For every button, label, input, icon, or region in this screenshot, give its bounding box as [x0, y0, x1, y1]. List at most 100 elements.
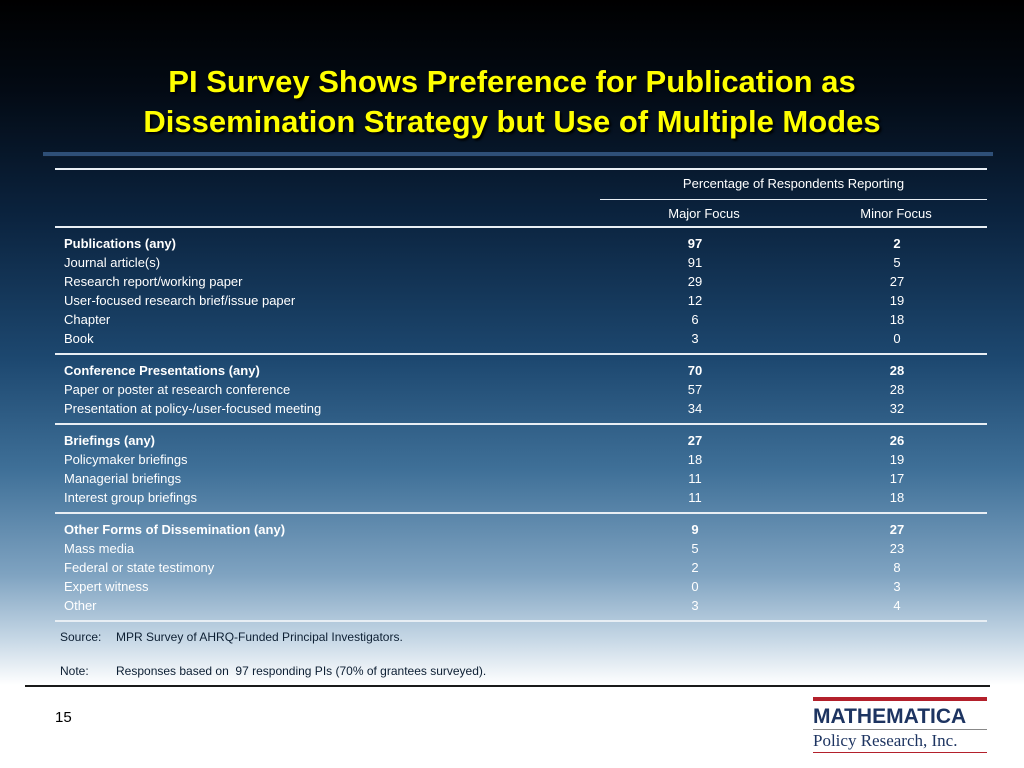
minor-focus-value: 19: [889, 293, 905, 308]
major-focus-value: 6: [691, 312, 699, 327]
minor-focus-value: 18: [889, 312, 905, 327]
table-row: Journal article(s) 91 5: [55, 254, 987, 273]
table-row: Book 3 0: [55, 330, 987, 349]
row-label: Policymaker briefings: [64, 452, 188, 467]
major-focus-value: 18: [687, 452, 703, 467]
table-row: Presentation at policy-/user-focused mee…: [55, 400, 987, 419]
major-focus-value: 27: [687, 433, 703, 448]
row-label: Interest group briefings: [64, 490, 197, 505]
results-table: Percentage of Respondents Reporting Majo…: [55, 168, 987, 622]
table-group-header-row: Conference Presentations (any) 70 28: [55, 362, 987, 381]
minor-focus-value: 2: [893, 236, 901, 251]
row-label: Expert witness: [64, 579, 149, 594]
source-tag: Source:: [60, 630, 102, 644]
table-row: Managerial briefings 11 17: [55, 470, 987, 489]
table-row: Research report/working paper 29 27: [55, 273, 987, 292]
minor-focus-value: 5: [893, 255, 901, 270]
major-focus-value: 12: [687, 293, 703, 308]
minor-focus-value: 17: [889, 471, 905, 486]
row-label: Publications (any): [64, 236, 176, 251]
major-focus-value: 9: [691, 522, 699, 537]
note-tag: Note:: [60, 664, 89, 678]
row-label: Other Forms of Dissemination (any): [64, 522, 286, 537]
major-focus-value: 97: [687, 236, 703, 251]
table-group: Publications (any) 97 2 Journal article(s) 9…: [55, 228, 987, 355]
minor-focus-value: 3: [893, 579, 901, 594]
title-line-2: Dissemination Strategy but Use of Multip…: [143, 104, 881, 139]
row-label: Chapter: [64, 312, 111, 327]
spanning-header: Percentage of Respondents Reporting: [682, 176, 905, 191]
major-focus-value: 2: [691, 560, 699, 575]
title-divider: [43, 152, 993, 157]
table-row: User-focused research brief/issue paper 1…: [55, 292, 987, 311]
table-row: Mass media 5 23: [55, 540, 987, 559]
logo-wordmark: MATHEMATICA: [813, 705, 967, 728]
row-label: Federal or state testimony: [64, 560, 215, 575]
row-label: Other: [64, 598, 97, 613]
row-label: Conference Presentations (any): [64, 363, 260, 378]
table-group: Other Forms of Dissemination (any) 9 27 Mas…: [55, 514, 987, 622]
major-focus-value: 91: [687, 255, 703, 270]
table-row: Paper or poster at research conference 57…: [55, 381, 987, 400]
minor-focus-value: 4: [893, 598, 901, 613]
slide-background: [0, 0, 1024, 685]
major-focus-value: 34: [687, 401, 703, 416]
footer-divider: [25, 685, 990, 687]
column-header-major: Major Focus: [668, 206, 740, 221]
minor-focus-value: 0: [893, 331, 901, 346]
minor-focus-value: 26: [889, 433, 905, 448]
note-text: Responses based on 97 responding PIs (70…: [116, 664, 487, 678]
mathematica-logo: MATHEMATICA Policy Research, Inc.: [813, 697, 988, 753]
row-label: Presentation at policy-/user-focused mee…: [64, 401, 322, 416]
table-body: Publications (any) 97 2 Journal article(s) 9…: [55, 228, 987, 622]
table-row: Policymaker briefings 18 19: [55, 451, 987, 470]
table-header-columns: Major Focus Minor Focus: [55, 200, 987, 228]
major-focus-value: 11: [688, 490, 702, 505]
major-focus-value: 70: [687, 363, 703, 378]
minor-focus-value: 27: [889, 522, 905, 537]
spanning-header-rule: [600, 199, 987, 200]
row-label: Book: [64, 331, 94, 346]
major-focus-value: 5: [691, 541, 699, 556]
table-row: Other 3 4: [55, 597, 987, 616]
table-row: Interest group briefings 11 18: [55, 489, 987, 508]
minor-focus-value: 28: [889, 382, 905, 397]
table-group-header-row: Briefings (any) 27 26: [55, 432, 987, 451]
row-label: Paper or poster at research conference: [64, 382, 291, 397]
footnote: Note: Responses based on 97 responding PI…: [60, 664, 486, 678]
source-note: Source: MPR Survey of AHRQ-Funded Princip…: [60, 630, 403, 644]
logo-mid-rule: [813, 729, 987, 730]
minor-focus-value: 18: [889, 490, 905, 505]
title-line-1: PI Survey Shows Preference for Publicati…: [168, 64, 856, 99]
logo-bottom-rule: [813, 752, 987, 753]
table-row: Chapter 6 18: [55, 311, 987, 330]
minor-focus-value: 28: [889, 363, 905, 378]
minor-focus-value: 27: [889, 274, 905, 289]
row-label: Journal article(s): [64, 255, 161, 270]
minor-focus-value: 23: [889, 541, 905, 556]
source-text: MPR Survey of AHRQ-Funded Principal Inve…: [116, 630, 403, 644]
row-label: Managerial briefings: [64, 471, 182, 486]
table-row: Federal or state testimony 2 8: [55, 559, 987, 578]
table-group: Conference Presentations (any) 70 28 Paper …: [55, 355, 987, 425]
logo-subtitle: Policy Research, Inc.: [813, 731, 958, 750]
row-label: User-focused research brief/issue paper: [64, 293, 296, 308]
table-row: Expert witness 0 3: [55, 578, 987, 597]
logo-top-bar: [813, 697, 987, 701]
major-focus-value: 11: [688, 471, 702, 486]
row-label: Mass media: [64, 541, 135, 556]
major-focus-value: 3: [691, 598, 699, 613]
major-focus-value: 57: [687, 382, 703, 397]
page-number: 15: [55, 709, 72, 726]
row-label: Research report/working paper: [64, 274, 243, 289]
minor-focus-value: 32: [889, 401, 905, 416]
row-label: Briefings (any): [64, 433, 156, 448]
table-group-header-row: Publications (any) 97 2: [55, 235, 987, 254]
minor-focus-value: 19: [889, 452, 905, 467]
column-header-minor: Minor Focus: [860, 206, 932, 221]
table-group-header-row: Other Forms of Dissemination (any) 9 27: [55, 521, 987, 540]
slide-title: PI Survey Shows Preference for Publicati…: [20, 62, 1004, 142]
major-focus-value: 29: [687, 274, 703, 289]
table-group: Briefings (any) 27 26 Policymaker briefings…: [55, 425, 987, 514]
major-focus-value: 0: [691, 579, 699, 594]
